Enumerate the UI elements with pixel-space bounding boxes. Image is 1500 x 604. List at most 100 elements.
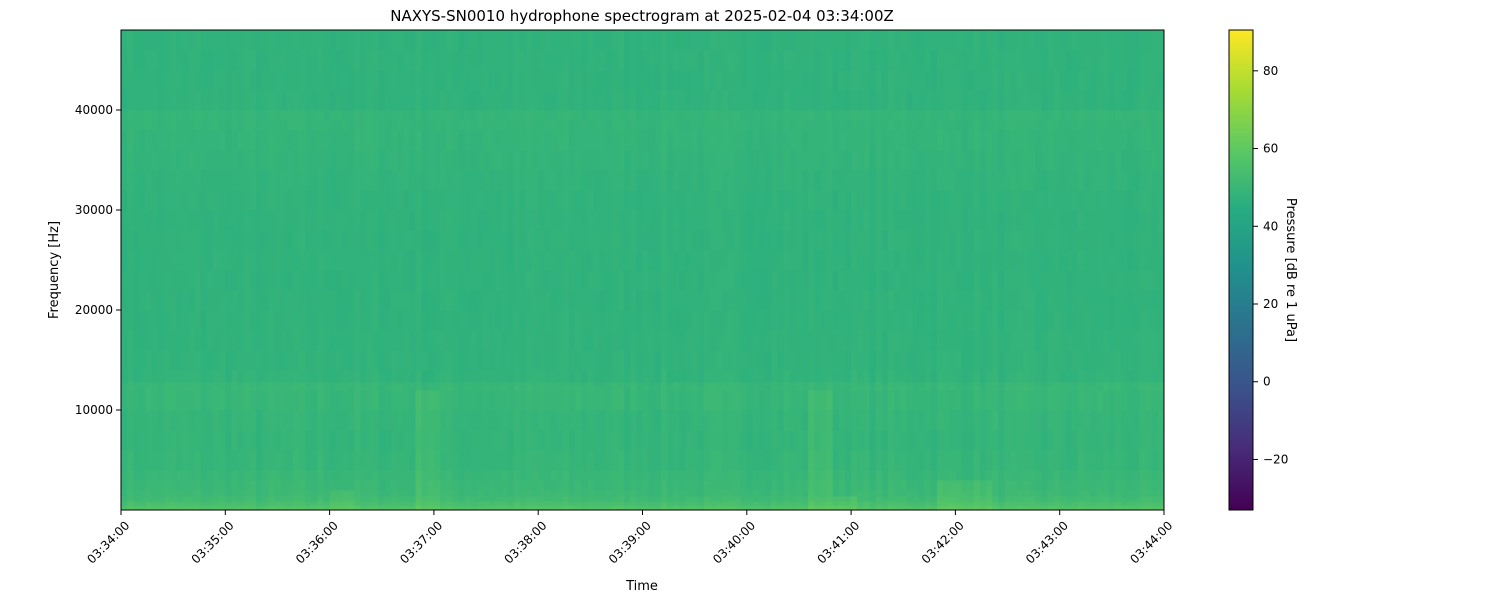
heatmap-cell xyxy=(525,350,533,371)
heatmap-cell xyxy=(1022,496,1030,502)
heatmap-cell xyxy=(992,370,999,383)
heatmap-cell xyxy=(532,110,539,121)
heatmap-cell xyxy=(593,70,600,91)
heatmap-cell xyxy=(851,310,858,331)
heatmap-cell xyxy=(679,250,686,271)
heatmap-cell xyxy=(145,120,153,131)
heatmap-cell xyxy=(936,350,944,371)
heatmap-cell xyxy=(384,230,392,251)
heatmap-cell xyxy=(397,110,404,121)
heatmap-cell xyxy=(384,270,392,291)
heatmap-cell xyxy=(286,508,294,511)
heatmap-cell xyxy=(654,410,662,431)
heatmap-cell xyxy=(587,290,594,311)
heatmap-cell xyxy=(544,270,551,291)
heatmap-cell xyxy=(930,30,938,51)
heatmap-cell xyxy=(863,290,870,311)
heatmap-cell xyxy=(1004,110,1012,121)
heatmap-cell xyxy=(1010,505,1018,509)
heatmap-cell xyxy=(673,470,680,481)
heatmap-cell xyxy=(360,501,367,506)
heatmap-cell xyxy=(691,250,699,271)
heatmap-cell xyxy=(182,390,189,411)
heatmap-cell xyxy=(1004,501,1012,506)
heatmap-cell xyxy=(311,508,318,511)
heatmap-cell xyxy=(219,330,226,351)
heatmap-cell xyxy=(752,501,760,506)
heatmap-cell xyxy=(894,370,901,383)
heatmap-cell xyxy=(679,430,686,451)
heatmap-cell xyxy=(587,390,594,411)
heatmap-cell xyxy=(1016,470,1024,481)
heatmap-cell xyxy=(501,210,508,231)
heatmap-cell xyxy=(936,270,944,291)
heatmap-cell xyxy=(163,90,171,111)
heatmap-cell xyxy=(973,386,981,391)
heatmap-cell xyxy=(525,210,533,231)
heatmap-cell xyxy=(433,50,441,71)
heatmap-cell xyxy=(575,430,582,451)
heatmap-cell xyxy=(709,370,717,383)
heatmap-cell xyxy=(286,390,294,411)
heatmap-cell xyxy=(286,370,294,383)
heatmap-cell xyxy=(961,508,969,511)
heatmap-cell xyxy=(127,508,134,511)
heatmap-cell xyxy=(507,270,515,291)
heatmap-cell xyxy=(489,430,496,451)
heatmap-cell xyxy=(771,480,778,491)
heatmap-cell xyxy=(986,330,993,351)
heatmap-cell xyxy=(587,450,594,471)
heatmap-cell xyxy=(525,490,533,497)
heatmap-cell xyxy=(986,508,993,511)
heatmap-cell xyxy=(249,230,257,251)
heatmap-cell xyxy=(489,508,496,511)
heatmap-cell xyxy=(360,130,367,151)
heatmap-cell xyxy=(973,130,981,151)
heatmap-cell xyxy=(746,90,754,111)
heatmap-cell xyxy=(906,505,913,509)
heatmap-cell xyxy=(519,350,527,371)
heatmap-cell xyxy=(765,508,772,511)
heatmap-cell xyxy=(397,410,404,431)
heatmap-cell xyxy=(863,310,870,331)
heatmap-cell xyxy=(943,382,950,387)
heatmap-cell xyxy=(912,110,919,121)
heatmap-cell xyxy=(262,508,269,511)
heatmap-cell xyxy=(482,430,490,451)
heatmap-cell xyxy=(274,130,281,151)
heatmap-cell xyxy=(575,386,582,391)
heatmap-cell xyxy=(826,30,834,51)
heatmap-cell xyxy=(151,230,159,251)
heatmap-cell xyxy=(1053,310,1061,331)
heatmap-cell xyxy=(814,480,821,491)
heatmap-cell xyxy=(415,496,423,502)
heatmap-cell xyxy=(274,210,281,231)
heatmap-cell xyxy=(844,50,852,71)
heatmap-cell xyxy=(556,350,564,371)
heatmap-cell xyxy=(826,350,834,371)
heatmap-cell xyxy=(1010,190,1018,211)
heatmap-cell xyxy=(231,110,238,121)
heatmap-cell xyxy=(556,410,564,431)
heatmap-cell xyxy=(292,386,300,391)
heatmap-cell xyxy=(1071,390,1079,411)
heatmap-cell xyxy=(691,386,699,391)
heatmap-cell xyxy=(427,190,435,211)
heatmap-cell xyxy=(642,430,650,451)
heatmap-cell xyxy=(372,310,380,331)
heatmap-cell xyxy=(317,496,324,502)
heatmap-cell xyxy=(139,270,146,291)
heatmap-cell xyxy=(795,350,803,371)
heatmap-cell xyxy=(789,390,797,411)
heatmap-cell xyxy=(311,450,318,471)
heatmap-cell xyxy=(1035,410,1042,431)
heatmap-cell xyxy=(685,490,692,497)
heatmap-cell xyxy=(544,480,551,491)
heatmap-cell xyxy=(519,30,527,51)
heatmap-cell xyxy=(697,210,705,231)
heatmap-cell xyxy=(624,310,631,331)
heatmap-cell xyxy=(777,110,785,121)
heatmap-cell xyxy=(900,110,907,121)
heatmap-cell xyxy=(636,390,643,411)
heatmap-cell xyxy=(587,230,594,251)
